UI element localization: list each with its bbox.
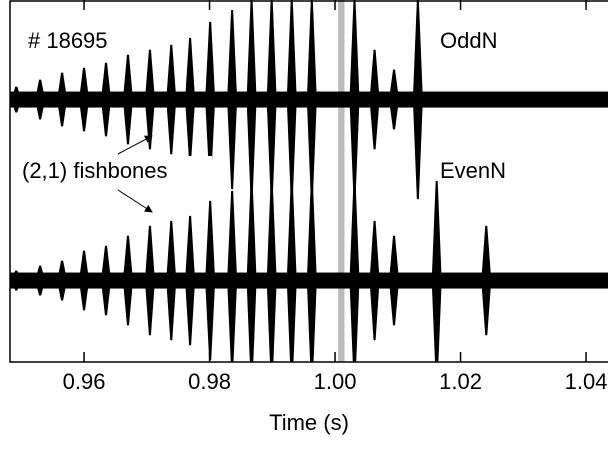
burst xyxy=(79,67,90,132)
burst xyxy=(412,0,423,200)
burst xyxy=(35,265,46,296)
burst xyxy=(185,37,196,162)
burst xyxy=(35,79,46,120)
burst xyxy=(266,181,277,362)
burst xyxy=(79,250,90,311)
mode-label: (2,1) fishbones xyxy=(22,158,168,183)
burst xyxy=(227,9,238,190)
burst xyxy=(185,215,196,346)
shot-label: # 18695 xyxy=(28,28,108,53)
burst xyxy=(144,49,155,150)
x-axis-label: Time (s) xyxy=(269,410,349,435)
burst xyxy=(431,181,442,362)
burst xyxy=(306,181,317,362)
burst xyxy=(349,0,360,200)
burst xyxy=(122,54,133,145)
burst xyxy=(246,181,257,362)
burst xyxy=(266,0,277,200)
burst xyxy=(101,62,112,137)
burst xyxy=(144,225,155,336)
burst xyxy=(11,86,22,113)
burst xyxy=(57,72,68,127)
burst xyxy=(205,21,216,178)
burst xyxy=(349,181,360,362)
burst xyxy=(122,235,133,326)
burst xyxy=(11,270,22,291)
arrow xyxy=(117,135,153,155)
x-tick-label: 1.04 xyxy=(565,369,608,394)
x-tick-label: 1.02 xyxy=(439,369,482,394)
burst xyxy=(227,190,238,362)
burst xyxy=(389,235,400,326)
burst xyxy=(166,44,177,155)
series-label: EvenN xyxy=(440,158,506,183)
x-tick-label: 0.98 xyxy=(188,369,231,394)
burst xyxy=(101,245,112,316)
plot-area xyxy=(10,0,608,362)
label-bg xyxy=(18,156,212,186)
burst xyxy=(306,0,317,200)
arrow xyxy=(117,189,153,213)
burst xyxy=(481,225,492,336)
burst xyxy=(166,220,177,341)
series-label: OddN xyxy=(440,28,497,53)
burst xyxy=(369,49,380,150)
burst xyxy=(369,220,380,341)
burst xyxy=(205,200,216,361)
frame xyxy=(9,0,608,363)
burst xyxy=(246,0,257,200)
burst xyxy=(389,69,400,130)
shaded-region xyxy=(338,0,345,362)
burst xyxy=(286,181,297,362)
burst xyxy=(286,0,297,200)
burst xyxy=(57,260,68,301)
x-tick-label: 1.00 xyxy=(314,369,357,394)
x-tick-label: 0.96 xyxy=(63,369,106,394)
